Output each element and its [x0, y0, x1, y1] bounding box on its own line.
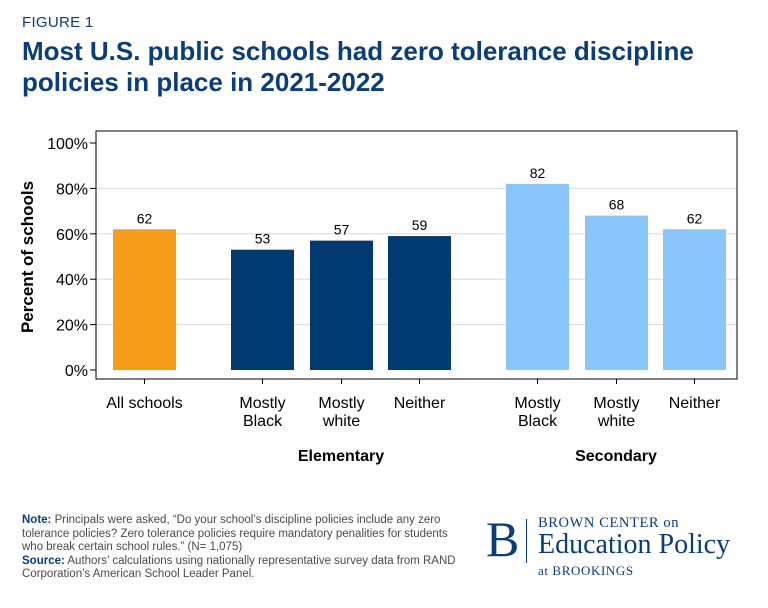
- x-tick-label: Black: [518, 413, 558, 430]
- note-block: Note: Principals were asked, “Do your sc…: [22, 514, 472, 582]
- x-tick-label: Mostly: [514, 395, 560, 412]
- x-tick-label: Neither: [669, 395, 721, 412]
- logo-letter: B: [486, 511, 520, 567]
- group-label: Secondary: [575, 448, 657, 465]
- logo-line-1: BROWN CENTER on: [538, 515, 680, 531]
- y-tick-label: 20%: [56, 318, 88, 335]
- bar-value-label: 62: [137, 210, 153, 226]
- plot-frame: [95, 130, 738, 380]
- y-tick-label: 100%: [47, 136, 88, 153]
- x-tick-label: white: [322, 413, 360, 430]
- source-label: Source:: [22, 554, 65, 567]
- x-tick-label: white: [597, 413, 635, 430]
- source-text: Authors’ calculations using nationally r…: [22, 554, 456, 581]
- note-text: Principals were asked, “Do your school’s…: [22, 514, 448, 553]
- bar-value-label: 57: [334, 222, 350, 238]
- x-tick-label: Mostly: [593, 395, 639, 412]
- y-tick-label: 0%: [65, 363, 88, 380]
- y-axis-label: Percent of schools: [18, 181, 37, 333]
- bars: [113, 183, 726, 370]
- x-tick-label: All schools: [106, 395, 182, 412]
- bar-value-label: 68: [609, 197, 625, 213]
- figure-label: FIGURE 1: [22, 14, 94, 31]
- bar: [585, 215, 648, 370]
- bar: [231, 249, 294, 370]
- chart-title: Most U.S. public schools had zero tolera…: [22, 36, 694, 97]
- bar: [113, 229, 176, 370]
- bar: [388, 236, 451, 370]
- note-label: Note:: [22, 514, 52, 526]
- bar-value-label: 53: [255, 231, 271, 247]
- group-label: Elementary: [298, 448, 384, 465]
- y-tick-label: 40%: [56, 272, 88, 289]
- logo-divider: [526, 519, 527, 563]
- bar-value-label: 59: [412, 217, 428, 233]
- bar: [663, 229, 726, 370]
- bar-value-label: 62: [687, 210, 703, 226]
- y-tick-label: 60%: [56, 227, 88, 244]
- logo-line-2: Education Policy: [538, 529, 731, 560]
- bar: [506, 183, 569, 370]
- brookings-logo: B BROWN CENTER on Education Policy at BR…: [486, 511, 756, 585]
- bar: [310, 240, 373, 370]
- y-tick-label: 80%: [56, 181, 88, 198]
- x-tick-label: Mostly: [239, 395, 285, 412]
- x-tick-label: Neither: [394, 395, 446, 412]
- x-tick-label: Mostly: [318, 395, 364, 412]
- logo-line-3: at BROOKINGS: [538, 563, 634, 578]
- bar-value-label: 82: [530, 165, 546, 181]
- x-tick-label: Black: [243, 413, 283, 430]
